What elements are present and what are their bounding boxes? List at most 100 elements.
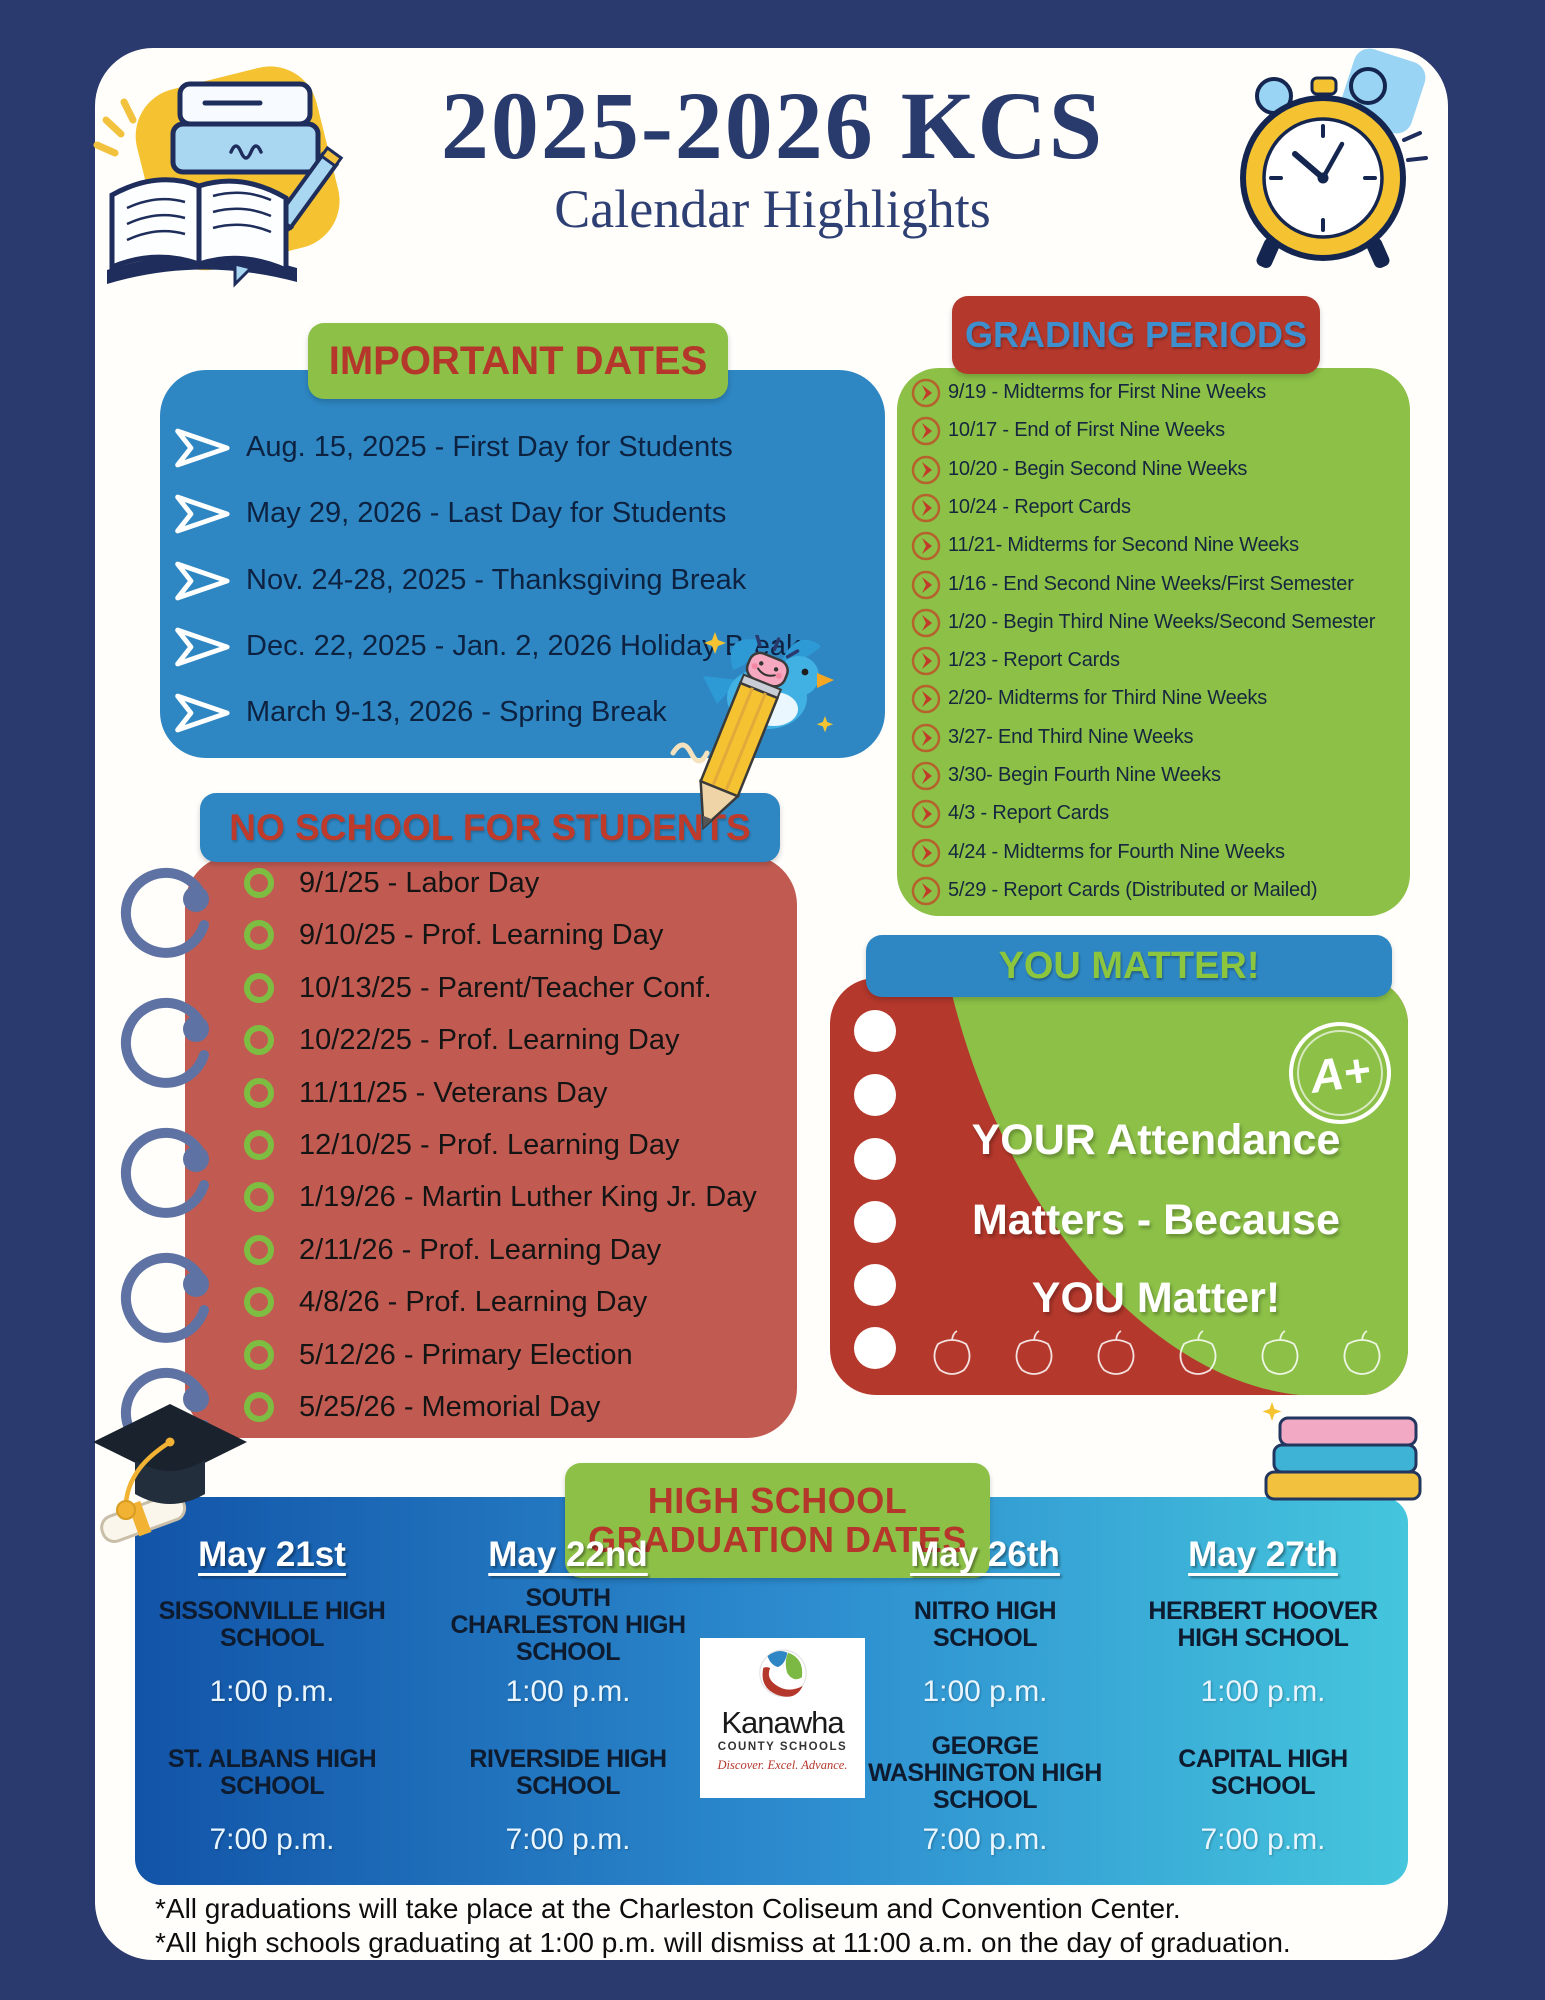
list-item: 1/23 - Report Cards <box>897 646 1410 676</box>
graduation-date: May 27th <box>1188 1535 1338 1574</box>
binder-ring-icon <box>116 863 226 973</box>
footnote-line1: *All graduations will take place at the … <box>155 1893 1181 1924</box>
chevron-circle-icon <box>911 531 941 561</box>
hole-dot <box>854 1010 896 1052</box>
circle-bullet-icon <box>243 919 275 951</box>
list-item: 5/12/26 - Primary Election <box>185 1333 797 1377</box>
books-and-open-book-icon <box>85 58 355 288</box>
graduation-date: May 21st <box>198 1535 346 1574</box>
school-name: CAPITAL HIGH SCHOOL <box>1178 1745 1348 1800</box>
school-name: GEORGE WASHINGTON HIGH SCHOOL <box>868 1731 1102 1814</box>
graduation-header-line1: HIGH SCHOOL <box>647 1480 908 1522</box>
arrow-icon <box>174 426 232 470</box>
chevron-circle-icon <box>911 455 941 485</box>
chevron-circle-icon <box>911 876 941 906</box>
arrow-icon <box>174 691 232 735</box>
hole-dot <box>854 1264 896 1306</box>
you-matter-line3: YOU Matter! <box>1031 1274 1281 1322</box>
list-item: 10/13/25 - Parent/Teacher Conf. <box>185 966 797 1010</box>
list-item: 3/30- Begin Fourth Nine Weeks <box>897 761 1410 791</box>
graduation-cap-icon <box>85 1398 255 1558</box>
list-item: Nov. 24-28, 2025 - Thanksgiving Break <box>160 559 885 603</box>
chevron-circle-icon <box>911 723 941 753</box>
list-item: 11/11/25 - Veterans Day <box>185 1071 797 1115</box>
logo-name: Kanawha <box>721 1705 844 1740</box>
list-item: 9/19 - Midterms for First Nine Weeks <box>897 378 1410 408</box>
binder-ring-icon <box>116 993 226 1103</box>
school-name: ST. ALBANS HIGH SCHOOL <box>167 1745 377 1800</box>
arrow-icon <box>174 559 232 603</box>
important-date-text: Nov. 24-28, 2025 - Thanksgiving Break <box>246 564 747 596</box>
grading-period-text: 9/19 - Midterms for First Nine Weeks <box>948 381 1267 403</box>
footnote-line2: *All high schools graduating at 1:00 p.m… <box>155 1927 1291 1958</box>
grading-period-text: 4/24 - Midterms for Fourth Nine Weeks <box>948 841 1285 863</box>
no-school-text: 4/8/26 - Prof. Learning Day <box>299 1286 648 1318</box>
chevron-circle-icon <box>911 799 941 829</box>
apple-outline-icon <box>1258 1330 1302 1376</box>
list-item: 10/20 - Begin Second Nine Weeks <box>897 455 1410 485</box>
grading-periods-box <box>897 368 1410 916</box>
chevron-circle-icon <box>911 608 941 638</box>
you-matter-line2: Matters - Because <box>971 1196 1341 1244</box>
no-school-text: 1/19/26 - Martin Luther King Jr. Day <box>299 1181 757 1213</box>
globe-icon <box>752 1644 814 1709</box>
school-name: HERBERT HOOVER HIGH SCHOOL <box>1148 1597 1378 1652</box>
page-title: 2025-2026 KCS <box>440 72 1105 179</box>
no-school-text: 9/1/25 - Labor Day <box>299 867 540 899</box>
hole-dot <box>854 1138 896 1180</box>
important-date-text: Dec. 22, 2025 - Jan. 2, 2026 Holiday Bre… <box>246 630 801 662</box>
grading-period-text: 1/16 - End Second Nine Weeks/First Semes… <box>948 573 1354 595</box>
important-date-text: Aug. 15, 2025 - First Day for Students <box>246 431 733 463</box>
list-item: 5/25/26 - Memorial Day <box>185 1385 797 1429</box>
you-matter-line1: YOUR Attendance <box>971 1116 1341 1164</box>
chevron-circle-icon <box>911 761 941 791</box>
graduation-date: May 26th <box>910 1535 1060 1574</box>
no-school-text: 5/12/26 - Primary Election <box>299 1339 633 1371</box>
ceremony-time: 1:00 p.m. <box>209 1675 335 1708</box>
apple-outline-icon <box>1012 1330 1056 1376</box>
hole-dot <box>854 1201 896 1243</box>
grading-period-text: 3/27- End Third Nine Weeks <box>948 726 1194 748</box>
list-item: 10/22/25 - Prof. Learning Day <box>185 1018 797 1062</box>
binder-ring-icon <box>116 1248 226 1358</box>
no-school-text: 9/10/25 - Prof. Learning Day <box>299 919 664 951</box>
school-name: SOUTH CHARLESTON HIGH SCHOOL <box>450 1583 686 1666</box>
circle-bullet-icon <box>243 972 275 1004</box>
ceremony-time: 7:00 p.m. <box>1200 1823 1326 1856</box>
ceremony-time: 1:00 p.m. <box>505 1675 631 1708</box>
list-item: 3/27- End Third Nine Weeks <box>897 723 1410 753</box>
you-matter-header: YOU MATTER! <box>866 935 1392 997</box>
circle-bullet-icon <box>243 867 275 899</box>
arrow-icon <box>174 492 232 536</box>
apple-outline-icon <box>1176 1330 1220 1376</box>
no-school-text: 5/25/26 - Memorial Day <box>299 1391 601 1423</box>
list-item: March 9-13, 2026 - Spring Break <box>160 691 885 735</box>
list-item: 12/10/25 - Prof. Learning Day <box>185 1123 797 1167</box>
a-plus-text: A+ <box>1306 1043 1374 1103</box>
grading-period-text: 10/20 - Begin Second Nine Weeks <box>948 458 1248 480</box>
grading-period-text: 3/30- Begin Fourth Nine Weeks <box>948 764 1221 786</box>
circle-bullet-icon <box>243 1181 275 1213</box>
grading-period-text: 5/29 - Report Cards (Distributed or Mail… <box>948 879 1318 901</box>
no-school-text: 10/13/25 - Parent/Teacher Conf. <box>299 972 712 1004</box>
circle-bullet-icon <box>243 1024 275 1056</box>
list-item: 10/24 - Report Cards <box>897 493 1410 523</box>
circle-bullet-icon <box>243 1077 275 1109</box>
no-school-text: 12/10/25 - Prof. Learning Day <box>299 1129 680 1161</box>
graduation-column: May 26th NITRO HIGH SCHOOL 1:00 p.m. GEO… <box>860 1535 1110 1865</box>
list-item: 5/29 - Report Cards (Distributed or Mail… <box>897 876 1410 906</box>
book-stack-icon <box>1258 1390 1428 1505</box>
ceremony-time: 7:00 p.m. <box>922 1823 1048 1856</box>
important-date-text: March 9-13, 2026 - Spring Break <box>246 696 667 728</box>
list-item: 1/16 - End Second Nine Weeks/First Semes… <box>897 570 1410 600</box>
important-date-text: May 29, 2026 - Last Day for Students <box>246 497 727 529</box>
chevron-circle-icon <box>911 416 941 446</box>
circle-bullet-icon <box>243 1234 275 1266</box>
list-item: 4/24 - Midterms for Fourth Nine Weeks <box>897 838 1410 868</box>
grading-period-text: 2/20- Midterms for Third Nine Weeks <box>948 687 1268 709</box>
no-school-box <box>185 855 797 1438</box>
circle-bullet-icon <box>243 1129 275 1161</box>
graduation-header-line2: GRADUATION DATES <box>588 1518 967 1560</box>
list-item: May 29, 2026 - Last Day for Students <box>160 492 885 536</box>
